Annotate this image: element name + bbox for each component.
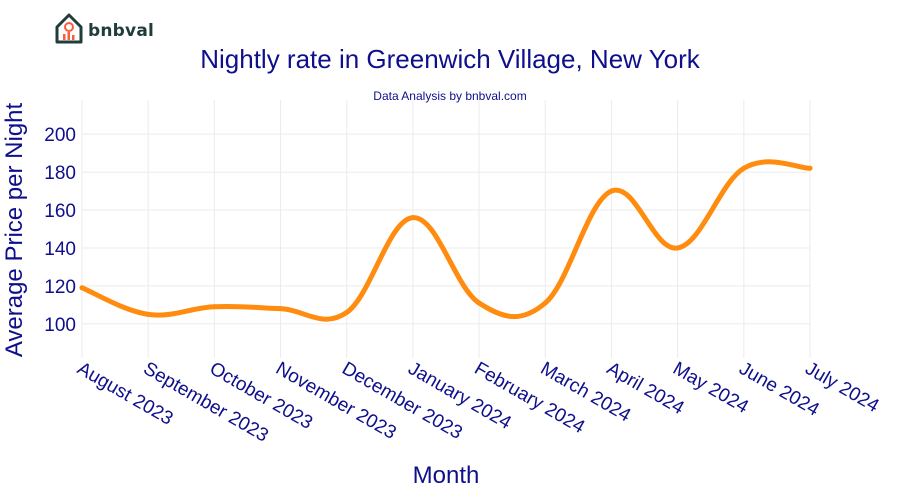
y-tick-label: 100: [44, 315, 76, 336]
data-point: [675, 245, 681, 251]
brand-logo: bnbval: [54, 12, 154, 49]
vertical-gridlines: [81, 100, 811, 358]
house-chart-icon: [54, 12, 84, 49]
data-point: [278, 306, 284, 312]
y-tick-label: 160: [44, 201, 76, 222]
brand-name: bnbval: [88, 20, 155, 41]
y-tick-labels: 100 120 140 160 180 200: [44, 125, 76, 336]
data-point: [344, 309, 350, 315]
data-point: [410, 215, 416, 221]
data-point: [476, 300, 482, 306]
x-axis-title: Month: [413, 462, 480, 489]
data-point: [542, 300, 548, 306]
data-point: [211, 304, 217, 310]
data-point: [79, 285, 85, 291]
data-point: [807, 165, 813, 171]
data-point: [145, 311, 151, 317]
y-tick-label: 120: [44, 277, 76, 298]
chart-subtitle: Data Analysis by bnbval.com: [373, 89, 527, 103]
x-tick-label: February 2024: [471, 358, 589, 438]
y-axis-title: Average Price per Night: [1, 102, 28, 357]
y-tick-label: 140: [44, 239, 76, 260]
data-point: [608, 188, 614, 194]
chart-title: Nightly rate in Greenwich Village, New Y…: [200, 44, 700, 74]
data-point: [741, 165, 747, 171]
horizontal-gridlines: [82, 133, 810, 325]
series-layer: [79, 159, 813, 322]
y-tick-label: 180: [44, 163, 76, 184]
y-tick-label: 200: [44, 125, 76, 146]
series-line: [79, 159, 813, 322]
